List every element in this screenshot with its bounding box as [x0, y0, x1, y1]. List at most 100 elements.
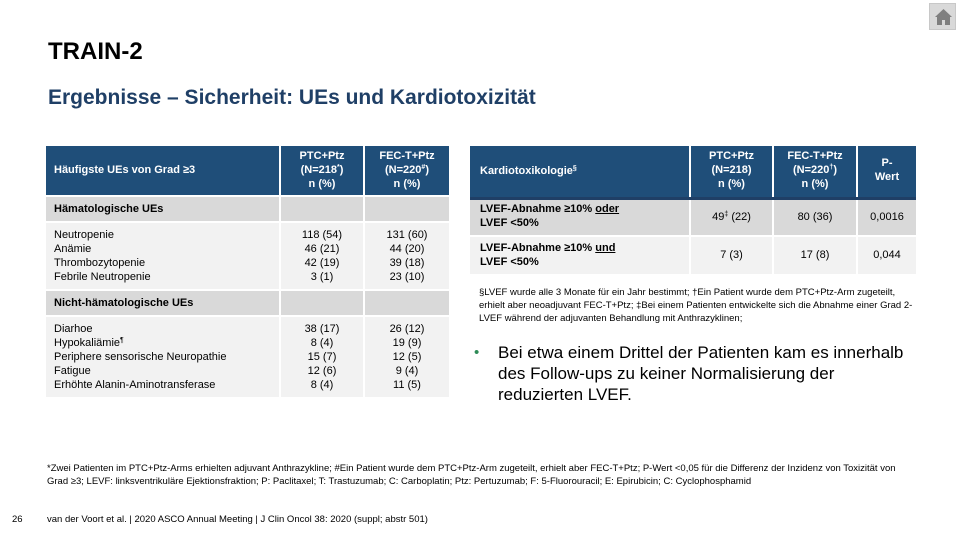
ae-value: 131 (60)	[386, 229, 428, 241]
section-row: Nicht-hämatologische UEs	[46, 289, 449, 316]
ae-value: 46 (21)	[304, 243, 340, 255]
group-row: Neutropenie Anämie Thrombozytopenie Febr…	[46, 221, 449, 290]
header-ptc-line3: n (%)	[308, 177, 336, 190]
header-cardio: Kardiotoxikologie§	[470, 146, 691, 198]
header-p-line1: P-	[881, 157, 893, 170]
header-fec-line3: n (%)	[801, 178, 829, 191]
citation: van der Voort et al. | 2020 ASCO Annual …	[47, 514, 428, 525]
header-ptc-n: (N=218	[300, 163, 337, 176]
ae-value: 8 (4)	[310, 379, 334, 391]
ae-ptc-values: 38 (17) 8 (4) 15 (7) 12 (6) 8 (4)	[280, 315, 365, 397]
header-ptc-line2: (N=218)	[711, 164, 752, 177]
header-cardio-sup: §	[572, 164, 577, 172]
slide-subtitle: Ergebnisse – Sicherheit: UEs und Kardiot…	[48, 86, 536, 109]
ae-value: 38 (17)	[304, 323, 340, 335]
ae-value: 12 (5)	[392, 351, 422, 363]
header-fec-line1: FEC-T+Ptz	[379, 149, 435, 162]
group-row: Diarhoe Hypokaliämie¶ Periphere sensoris…	[46, 315, 449, 397]
ae-label: Periphere sensorische Neuropathie	[54, 351, 227, 363]
header-fec-close: )	[425, 163, 429, 176]
row-label-connector: oder	[595, 203, 620, 216]
header-ae: Häufigste UEs von Grad ≥3	[46, 146, 281, 196]
header-ptc-line3: n (%)	[718, 178, 745, 191]
row-label: LVEF-Abnahme ≥10% und LVEF <50%	[470, 235, 691, 274]
header-fec: FEC-T+Ptz (N=220†) n (%)	[773, 146, 858, 198]
section-title: Hämatologische UEs	[46, 195, 281, 222]
section-title: Nicht-hämatologische UEs	[46, 289, 281, 316]
ae-value: 8 (4)	[310, 337, 334, 349]
ae-ptc-values: 118 (54) 46 (21) 42 (19) 3 (1)	[280, 221, 365, 290]
home-button[interactable]	[929, 3, 956, 30]
table-header-row: Kardiotoxikologie§ PTC+Ptz (N=218) n (%)…	[470, 146, 916, 198]
adverse-events-table: Häufigste UEs von Grad ≥3 PTC+Ptz (N=218…	[46, 146, 449, 397]
ae-label: Neutropenie	[54, 229, 114, 241]
ae-fec-values: 131 (60) 44 (20) 39 (18) 23 (10)	[364, 221, 449, 290]
ae-value: 39 (18)	[389, 257, 425, 269]
ae-value: 9 (4)	[395, 365, 419, 377]
p-value: 0,044	[857, 235, 916, 274]
ae-value: 15 (7)	[307, 351, 337, 363]
ptc-count: 49	[712, 210, 725, 223]
ae-value: 44 (20)	[389, 243, 425, 255]
header-ptc: PTC+Ptz (N=218*) n (%)	[280, 146, 365, 196]
table-row: LVEF-Abnahme ≥10% oder LVEF <50% 49‡ (22…	[470, 196, 916, 236]
header-ptc-line2: (N=218*)	[281, 164, 363, 178]
header-ptc-line1: PTC+Ptz	[299, 149, 345, 162]
header-fec-sup: #	[421, 163, 426, 171]
bullet-icon: •	[474, 344, 480, 361]
ae-value: 19 (9)	[392, 337, 422, 349]
row-label-line2: LVEF <50%	[480, 255, 539, 268]
ae-label-sup: ¶	[120, 337, 124, 344]
header-fec: FEC-T+Ptz (N=220#) n (%)	[364, 146, 449, 196]
table-header-row: Häufigste UEs von Grad ≥3 PTC+Ptz (N=218…	[46, 146, 449, 196]
slide-footnote: *Zwei Patienten im PTC+Ptz-Arms erhielte…	[47, 463, 896, 487]
ae-label: Erhöhte Alanin-Aminotransferase	[54, 379, 216, 391]
ae-label: Fatigue	[54, 365, 91, 377]
home-icon	[935, 9, 952, 25]
ae-value: 12 (6)	[307, 365, 337, 377]
ae-label: Anämie	[54, 243, 92, 255]
row-label: LVEF-Abnahme ≥10% oder LVEF <50%	[470, 196, 691, 236]
row-label-line1: LVEF-Abnahme ≥10% oder	[480, 203, 689, 217]
fec-value: 80 (36)	[773, 196, 858, 236]
ae-value: 3 (1)	[310, 271, 334, 283]
header-fec-close: )	[833, 164, 837, 177]
row-label-line2: LVEF <50%	[480, 217, 539, 230]
ae-value: 26 (12)	[389, 323, 425, 335]
p-value: 0,0016	[857, 196, 916, 236]
ae-labels: Diarhoe Hypokaliämie¶ Periphere sensoris…	[46, 315, 281, 397]
section-row: Hämatologische UEs	[46, 195, 449, 222]
header-ptc-line1: PTC+Ptz	[709, 150, 754, 163]
header-ptc-close: )	[339, 163, 344, 176]
cardiotoxicity-table: Kardiotoxikologie§ PTC+Ptz (N=218) n (%)…	[470, 146, 916, 274]
bullet-text: Bei etwa einem Drittel der Patienten kam…	[498, 343, 904, 404]
ae-value: 23 (10)	[389, 271, 425, 283]
ptc-value: 7 (3)	[690, 235, 774, 274]
cardio-footnote: §LVEF wurde alle 3 Monate für ein Jahr b…	[479, 287, 913, 324]
row-label-pre: LVEF-Abnahme ≥10%	[480, 241, 596, 254]
header-fec-sup: †	[829, 164, 834, 172]
ae-labels: Neutropenie Anämie Thrombozytopenie Febr…	[46, 221, 281, 290]
ptc-count: 7 (3)	[720, 249, 743, 261]
ae-label: Diarhoe	[54, 323, 93, 335]
header-cardio-text: Kardiotoxikologie	[480, 164, 573, 177]
row-label-connector: und	[595, 241, 616, 254]
row-label-pre: LVEF-Abnahme ≥10%	[480, 203, 596, 216]
header-fec-line3: n (%)	[393, 177, 421, 190]
header-fec-n: (N=220	[793, 164, 830, 177]
ptc-sup: ‡	[724, 210, 729, 218]
ae-label-text: Hypokaliämie	[54, 337, 121, 349]
ae-fec-values: 26 (12) 19 (9) 12 (5) 9 (4) 11 (5)	[364, 315, 449, 397]
ae-label: Thrombozytopenie	[54, 257, 146, 269]
header-fec-n: (N=220	[385, 163, 422, 176]
table-row: LVEF-Abnahme ≥10% und LVEF <50% 7 (3) 17…	[470, 235, 916, 274]
header-p-value: P- Wert	[857, 146, 916, 198]
header-fec-line2: (N=220†)	[774, 164, 856, 178]
ae-label: Hypokaliämie¶	[54, 337, 279, 351]
row-label-line1: LVEF-Abnahme ≥10% und	[480, 242, 689, 256]
ae-value: 42 (19)	[304, 257, 340, 269]
header-fec-line2: (N=220#)	[365, 164, 449, 178]
ae-label: Febrile Neutropenie	[54, 271, 151, 283]
ae-value: 118 (54)	[301, 229, 343, 241]
ae-value: 11 (5)	[393, 379, 421, 391]
